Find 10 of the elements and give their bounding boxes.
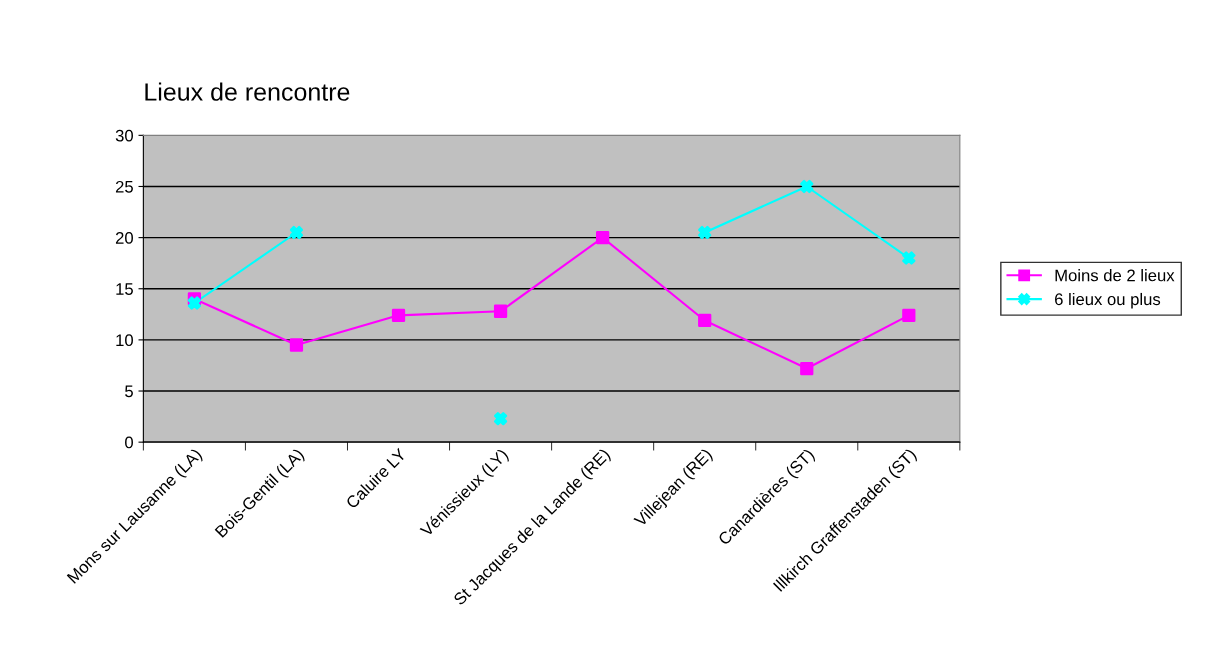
y-tick-label: 30 — [115, 129, 133, 142]
y-tick-label: 0 — [125, 436, 133, 449]
legend-label: Moins de 2 lieux — [1055, 269, 1175, 282]
y-tick-label: 5 — [125, 385, 133, 398]
y-tick-label: 10 — [116, 334, 133, 347]
y-tick-label: 20 — [115, 232, 133, 244]
legend-label: 6 lieux ou plus — [1055, 292, 1161, 309]
chart-title: Lieux de rencontre — [145, 82, 350, 101]
y-tick-label: 25 — [115, 180, 133, 193]
y-tick-label: 15 — [116, 283, 133, 295]
